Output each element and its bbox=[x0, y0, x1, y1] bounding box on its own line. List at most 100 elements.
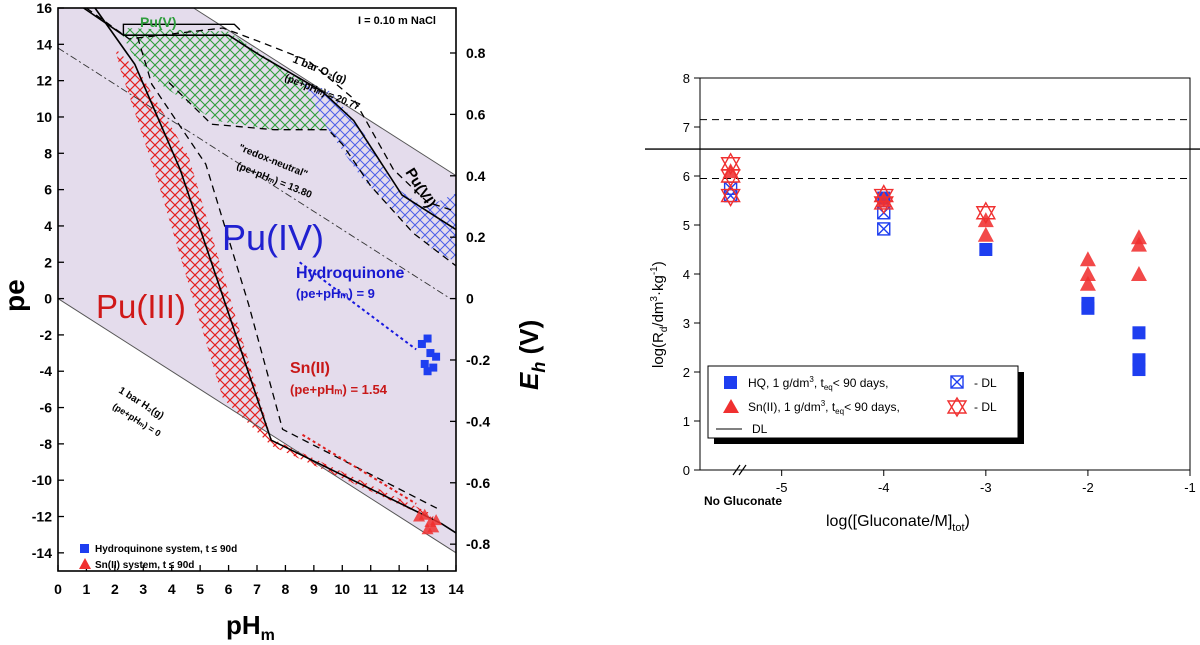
o2-line bbox=[193, 7, 457, 177]
pourbaix-y-tick-label: 6 bbox=[44, 182, 52, 198]
pourbaix-y-tick-label: 16 bbox=[36, 0, 52, 16]
rd-y-tick-label: 6 bbox=[683, 169, 690, 184]
sn-dl-triangle-up bbox=[975, 201, 997, 220]
pourbaix-eh-tick-label: -0.8 bbox=[466, 536, 490, 552]
pu5-hatched-region bbox=[123, 28, 329, 130]
pourbaix-y-tick-label: 2 bbox=[44, 254, 52, 270]
pourbaix-regions bbox=[58, 8, 456, 553]
hq-filled-square-point bbox=[1132, 353, 1146, 367]
hydroquinone-point bbox=[426, 349, 435, 358]
pourbaix-y-tick-label: -14 bbox=[32, 545, 52, 561]
pourbaix-lines bbox=[57, 7, 457, 554]
rd-y-ticks: 0 1 2 3 4 5 6 7 8 bbox=[683, 71, 700, 478]
pourbaix-eh-tick-label: -0.4 bbox=[466, 413, 490, 429]
pourbaix-x-tick-label: 0 bbox=[54, 581, 62, 597]
rd-y-tick-label: 8 bbox=[683, 71, 690, 86]
sn-dl-star-cross-point bbox=[720, 164, 741, 188]
legend-sn-triangle-icon bbox=[79, 558, 91, 569]
sn-dl-triangle-up bbox=[873, 191, 894, 210]
rd-x-tick-label: -3 bbox=[980, 480, 992, 495]
axis-break-mark bbox=[738, 464, 747, 476]
pourbaix-y-tick-label: -8 bbox=[40, 436, 53, 452]
snii-point bbox=[418, 508, 431, 520]
pourbaix-x-ticks: 0 1 2 3 4 5 6 7 8 9 10 11 12 13 14 bbox=[54, 565, 464, 597]
region-label-pu3: Pu(III) bbox=[96, 288, 186, 325]
sn-dl-star-cross-point bbox=[720, 184, 741, 208]
rd-x-axis-title: log([Gluconate/M]tot) bbox=[826, 513, 970, 534]
pu3-dashed-line bbox=[136, 36, 440, 510]
legend-hq-square-icon bbox=[80, 544, 89, 553]
pourbaix-x-tick-label: 14 bbox=[448, 581, 464, 597]
rd-scatter-chart: -5 -4 -3 -2 -1 0 1 2 3 4 5 6 7 8 No Gluconate log(Rd… bbox=[645, 71, 1200, 534]
pu-upper-dashed-line bbox=[86, 7, 457, 213]
pourbaix-y-tick-label: -4 bbox=[40, 363, 53, 379]
hydroquinone-point bbox=[423, 334, 432, 343]
snii-label: Sn(II) bbox=[290, 360, 330, 377]
pourbaix-x-tick-label: 2 bbox=[111, 581, 119, 597]
legend-dl-label: DL bbox=[752, 422, 768, 436]
pourbaix-x-tick-label: 12 bbox=[391, 581, 407, 597]
legend-sn-dl-star-cross-icon bbox=[946, 396, 968, 418]
pourbaix-x-tick-label: 8 bbox=[282, 581, 290, 597]
ionic-strength-label: I = 0.10 m NaCl bbox=[358, 15, 436, 27]
pourbaix-x-tick-label: 10 bbox=[334, 581, 350, 597]
hq-filled-square-point bbox=[1132, 326, 1146, 340]
sn-dl-triangle-up bbox=[720, 164, 741, 183]
pourbaix-eh-tick-label: 0 bbox=[466, 291, 474, 307]
legend-hq-dl-square-cross-icon bbox=[950, 375, 964, 389]
pourbaix-eh-tick-label: -0.6 bbox=[466, 475, 490, 491]
rd-x-ticks: -5 -4 -3 -2 -1 bbox=[776, 470, 1196, 495]
pu3-hatched-region bbox=[114, 48, 434, 521]
sn-filled-triangle-point bbox=[1079, 266, 1096, 281]
pourbaix-y-tick-label: -10 bbox=[32, 472, 52, 488]
ph-axis-title: pHm bbox=[226, 610, 275, 644]
pourbaix-x-tick-label: 13 bbox=[420, 581, 436, 597]
eh-axis-title: Eh (V) bbox=[514, 320, 549, 390]
no-gluconate-label: No Gluconate bbox=[704, 494, 782, 508]
sn-dl-star-cross-point bbox=[975, 201, 997, 225]
legend-sn-label: Sn(II), 1 g/dm3, teq< 90 days, bbox=[748, 399, 900, 416]
pourbaix-x-tick-label: 7 bbox=[253, 581, 261, 597]
hq-filled-square-point bbox=[1132, 363, 1146, 377]
sn-dl-triangle-down bbox=[975, 206, 997, 225]
rd-y-tick-label: 0 bbox=[683, 463, 690, 478]
legend-hq-filled-square-icon bbox=[724, 376, 737, 389]
hydroquinone-label: Hydroquinone bbox=[296, 265, 405, 282]
hq-dl-square-cross-point bbox=[723, 188, 738, 203]
pu5-top-boundary-line bbox=[122, 23, 241, 36]
rd-x-tick-label: -4 bbox=[878, 480, 890, 495]
sn-filled-triangle-point bbox=[1130, 236, 1147, 252]
rd-data-points bbox=[720, 152, 1147, 377]
hq-filled-square-point bbox=[979, 243, 993, 256]
pourbaix-y-tick-label: 10 bbox=[36, 109, 52, 125]
rd-x-tick-label: -1 bbox=[1184, 480, 1196, 495]
sn-filled-triangle-point bbox=[1079, 251, 1096, 267]
pourbaix-x-tick-label: 11 bbox=[363, 581, 378, 597]
pourbaix-y-tick-label: 12 bbox=[36, 73, 52, 89]
redox-neutral-line bbox=[57, 47, 451, 299]
sn-dl-triangle-up bbox=[873, 184, 894, 203]
pourbaix-y-ticks: 16 14 12 10 8 6 4 2 0 -2 -4 -6 -8 -10 -12 -14 bbox=[32, 0, 64, 561]
legend-sn-dl-label: - DL bbox=[974, 400, 997, 414]
sn-filled-triangle-point bbox=[875, 192, 892, 208]
sn-dl-star-cross-point bbox=[873, 191, 894, 215]
rd-y-tick-label: 3 bbox=[683, 316, 690, 331]
pourbaix-y-tick-label: -6 bbox=[40, 400, 53, 416]
snii-point bbox=[421, 523, 434, 535]
legend-sn-triangle-icon bbox=[723, 399, 739, 413]
snii-guide-line bbox=[301, 433, 417, 505]
pourbaix-x-tick-label: 3 bbox=[139, 581, 147, 597]
hq-dl-square-cross-point bbox=[877, 222, 891, 236]
rd-y-tick-label: 7 bbox=[683, 120, 690, 135]
pourbaix-x-tick-label: 1 bbox=[83, 581, 91, 597]
hydroquinone-point bbox=[417, 339, 426, 348]
hydroquinone-point bbox=[420, 359, 429, 368]
sn-dl-triangle-down bbox=[873, 196, 894, 215]
hydroquinone-point bbox=[432, 352, 441, 361]
hq-filled-square-point bbox=[1081, 296, 1095, 310]
sn-dl-triangle-down bbox=[720, 169, 741, 188]
region-label-pu5: Pu(V) bbox=[140, 14, 177, 30]
pourbaix-diagram: 0 1 2 3 4 5 6 7 8 9 10 11 12 13 14 1614121086420-2-4-6… bbox=[0, 0, 549, 644]
legend-hq-dl-label: - DL bbox=[974, 376, 997, 390]
sn-dl-triangle-up bbox=[720, 184, 741, 203]
